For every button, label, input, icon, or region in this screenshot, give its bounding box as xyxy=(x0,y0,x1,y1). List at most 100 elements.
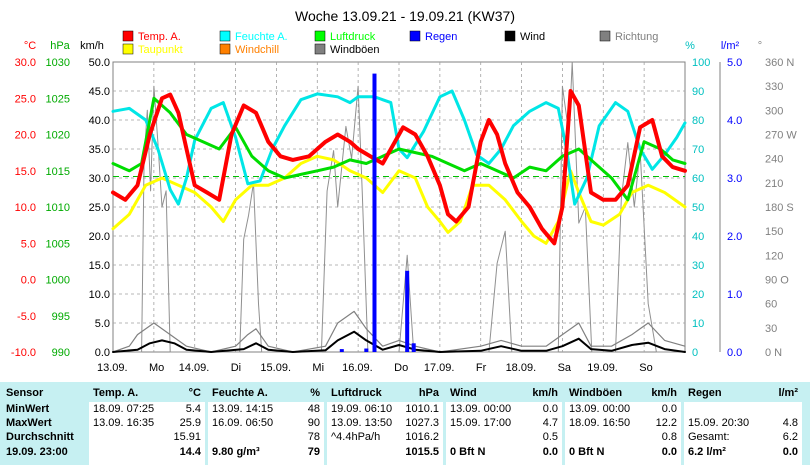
tick-wind-10: 0.0 xyxy=(95,347,110,359)
tick-dir-4: 240 xyxy=(765,154,783,166)
tick-press-5: 1005 xyxy=(46,238,70,250)
tick-rain-0: 5.0 xyxy=(727,57,742,69)
tick-temp-7: -5.0 xyxy=(17,311,36,323)
row-label-0: Sensor xyxy=(6,387,44,399)
legend-swatch-7 xyxy=(504,30,516,42)
legend-swatch-8 xyxy=(599,30,611,42)
tick-temp-1: 25.0 xyxy=(15,93,36,105)
rain-bar-1 xyxy=(364,348,369,352)
x-label-day-0: Mo xyxy=(149,362,164,374)
tick-hum-9: 10 xyxy=(692,318,704,330)
cell-note-4-1: 18.09. 16:50 xyxy=(569,417,631,429)
legend-label-8: Richtung xyxy=(615,31,658,43)
tick-dir-6: 180 S xyxy=(765,202,794,214)
cell-note-5-3: 6.2 l/m² xyxy=(688,446,726,458)
x-label-day-3: Do xyxy=(394,362,408,374)
cell-value-0-3: 14.4 xyxy=(179,446,201,458)
column-unit-2: hPa xyxy=(418,387,439,399)
column-unit-0: °C xyxy=(188,387,201,399)
axis-unit-dir: ° xyxy=(758,40,762,52)
column-1: Feuchte A.% 13.09. 14:15 48 16.09. 06:50 90 7… xyxy=(208,382,324,465)
x-label-date-0: 13.09. xyxy=(97,362,128,374)
cell-value-5-1: 4.8 xyxy=(782,417,798,429)
tick-wind-2: 40.0 xyxy=(89,115,110,127)
chart-svg: Woche 13.09.21 - 19.09.21 (KW37) Temp. A.… xyxy=(11,8,797,374)
column-name-0: Temp. A. xyxy=(93,387,139,399)
cell-value-5-3: 0.0 xyxy=(782,446,798,458)
tick-rain-4: 1.0 xyxy=(727,289,742,301)
tick-wind-5: 25.0 xyxy=(89,202,110,214)
cell-note-5-1: 15.09. 20:30 xyxy=(688,417,750,429)
tick-press-4: 1010 xyxy=(46,202,70,214)
column-header-1: Feuchte A.% xyxy=(208,382,324,402)
axis-unit-press: hPa xyxy=(50,40,70,52)
cell-note-0-1: 13.09. 16:35 xyxy=(93,417,155,429)
cell-value-4-0: 0.0 xyxy=(661,403,677,415)
tick-dir-2: 300 xyxy=(765,105,783,117)
tick-dir-5: 210 xyxy=(765,178,783,190)
tick-temp-0: 30.0 xyxy=(15,57,36,69)
tick-wind-6: 20.0 xyxy=(89,231,110,243)
tick-dir-7: 150 xyxy=(765,226,783,238)
legend-label-6: Regen xyxy=(425,31,457,43)
tick-press-3: 1015 xyxy=(46,166,70,178)
legend-swatch-6 xyxy=(409,30,421,42)
series-taupunkt xyxy=(111,154,687,245)
tick-press-6: 1000 xyxy=(46,275,70,287)
column-name-4: Windböen xyxy=(569,387,623,399)
tick-dir-9: 90 O xyxy=(765,275,789,287)
axis-unit-hum: % xyxy=(685,40,695,52)
legend-swatch-1 xyxy=(122,43,134,55)
cell-value-2-1: 1027.3 xyxy=(405,417,439,429)
tick-rain-1: 4.0 xyxy=(727,115,742,127)
x-label-day-1: Di xyxy=(231,362,241,374)
x-label-date-5: 18.09. xyxy=(506,362,537,374)
tick-dir-1: 330 xyxy=(765,81,783,93)
row-label-1: MinWert xyxy=(6,403,50,415)
tick-wind-8: 10.0 xyxy=(89,289,110,301)
tick-press-7: 995 xyxy=(52,311,70,323)
axis-unit-wind: km/h xyxy=(80,40,104,52)
tick-dir-11: 30 xyxy=(765,323,777,335)
x-label-day-6: So xyxy=(639,362,652,374)
tick-hum-5: 50 xyxy=(692,202,704,214)
column-0: Temp. A. °C 18.09. 07:25 5.4 13.09. 16:35 25.… xyxy=(89,382,205,465)
tick-hum-10: 0 xyxy=(692,347,698,359)
cell-value-1-2: 78 xyxy=(307,431,320,443)
cell-value-3-2: 0.5 xyxy=(542,431,558,443)
cell-value-2-3: 1015.5 xyxy=(405,446,439,458)
legend-swatch-5 xyxy=(314,43,326,55)
column-2: Luftdruck hPa 19.09. 06:10 1010.1 13.09. 13:… xyxy=(327,382,443,465)
tick-temp-4: 10.0 xyxy=(15,202,36,214)
row-label-3: Durchschnitt xyxy=(6,431,74,443)
x-label-date-4: 17.09. xyxy=(424,362,455,374)
cell-note-2-1: 13.09. 13:50 xyxy=(331,417,393,429)
tick-hum-3: 70 xyxy=(692,144,704,156)
cell-note-0-0: 18.09. 07:25 xyxy=(93,403,155,415)
series-wind xyxy=(112,330,686,353)
column-name-2: Luftdruck xyxy=(331,387,382,399)
row-label-2: MaxWert xyxy=(6,417,52,429)
cell-value-4-2: 0.8 xyxy=(661,431,677,443)
legend-label-5: Windböen xyxy=(330,44,380,56)
x-label-day-4: Fr xyxy=(476,362,487,374)
column-name-3: Wind xyxy=(450,387,477,399)
cell-note-2-0: 19.09. 06:10 xyxy=(331,403,393,415)
statistics-table: Sensor MinWert MaxWert Durchschnitt 19.09. 2… xyxy=(0,382,810,465)
cell-value-5-2: 6.2 xyxy=(782,431,798,443)
legend-label-0: Temp. A. xyxy=(138,31,181,43)
column-header-0: Temp. A. °C xyxy=(89,382,205,402)
x-label-date-6: 19.09. xyxy=(587,362,618,374)
legend-swatch-2 xyxy=(219,30,231,42)
x-label-date-1: 14.09. xyxy=(179,362,210,374)
cell-value-3-3: 0.0 xyxy=(542,446,558,458)
axis-unit-rain: l/m² xyxy=(721,40,740,52)
cell-value-2-0: 1010.1 xyxy=(405,403,439,415)
tick-dir-10: 60 xyxy=(765,299,777,311)
column-3: Wind km/h 13.09. 00:00 0.0 15.09. 17:00 4.7 0.… xyxy=(446,382,562,465)
series-luftdruck xyxy=(111,96,687,202)
series-richtung xyxy=(112,61,686,353)
column-name-1: Feuchte A. xyxy=(212,387,268,399)
cell-value-1-3: 79 xyxy=(307,446,320,458)
legend-swatch-3 xyxy=(219,43,231,55)
